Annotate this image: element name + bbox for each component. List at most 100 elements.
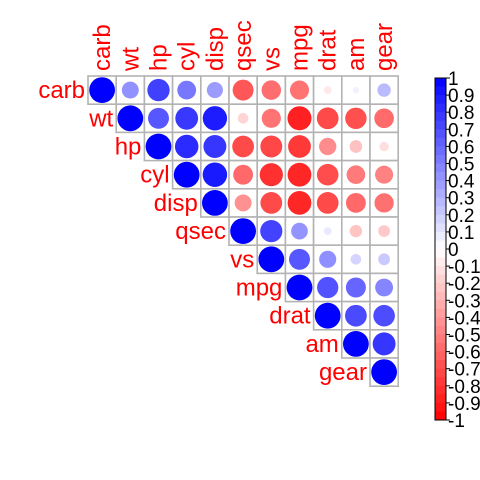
row-label-qsec: qsec [175, 218, 226, 245]
circle-carb-carb [89, 77, 115, 103]
colorbar-segment [435, 154, 446, 164]
circle-qsec-mpg [291, 222, 308, 240]
circle-vs-am [350, 253, 362, 265]
colorbar-segment [435, 274, 446, 284]
circle-disp-vs [260, 192, 283, 214]
row-label-carb: carb [38, 77, 85, 104]
col-label-disp: disp [202, 27, 229, 71]
colorbar-segment [435, 291, 446, 301]
colorbar-tick-label: 0.1 [448, 223, 474, 244]
circle-disp-qsec [234, 194, 252, 212]
circle-carb-cyl [177, 80, 197, 100]
row-label-vs: vs [230, 246, 254, 273]
circle-mpg-drat [317, 276, 339, 299]
colorbar-segment [435, 223, 446, 233]
circle-wt-hp [148, 107, 169, 129]
colorbar-segment [435, 317, 446, 327]
colorbar-segment [435, 240, 446, 250]
circle-carb-gear [377, 83, 391, 97]
colorbar-segment [435, 120, 446, 130]
colorbar-segment [435, 402, 446, 412]
colorbar-segment [435, 78, 446, 88]
col-label-vs: vs [258, 47, 285, 71]
circle-hp-mpg [288, 135, 311, 158]
colorbar-tick-label: 0 [448, 240, 459, 261]
colorbar-tick-label: -0.2 [448, 274, 480, 295]
circle-wt-disp [202, 106, 228, 131]
circle-cyl-drat [316, 163, 339, 186]
colorbar-segment [435, 189, 446, 199]
circle-cyl-vs [259, 163, 283, 187]
col-label-carb: carb [89, 24, 116, 71]
circle-am-am [343, 331, 369, 357]
colorbar-segment [435, 86, 446, 96]
row-label-hp: hp [115, 134, 142, 161]
cell-hp-gear [369, 131, 400, 162]
circle-hp-gear [379, 141, 389, 152]
circle-carb-hp [147, 78, 170, 102]
colorbar-tick-label: -0.7 [448, 360, 480, 381]
colorbar-tick-label: 0.4 [448, 172, 475, 193]
circle-disp-mpg [287, 191, 312, 215]
circle-disp-drat [316, 192, 339, 214]
colorbar-segment [435, 231, 446, 241]
circle-qsec-drat [323, 227, 332, 235]
circle-carb-disp [206, 82, 223, 99]
circle-qsec-am [349, 224, 363, 238]
colorbar-tick-label: -1 [448, 411, 465, 432]
circle-qsec-qsec [230, 218, 256, 245]
circle-wt-cyl [175, 106, 199, 130]
circle-cyl-cyl [173, 161, 200, 188]
colorbar-segment [435, 249, 446, 259]
circle-disp-gear [374, 193, 394, 213]
colorbar-group: 10.90.80.70.60.50.40.30.20.10-0.1-0.2-0.… [434, 69, 480, 432]
colorbar-segment [435, 163, 446, 173]
colorbar-segment [435, 283, 446, 293]
colorbar-tick-label: -0.9 [448, 394, 480, 415]
circle-mpg-gear [375, 278, 394, 297]
colorbar-segment [435, 300, 446, 310]
colorbar-segment [435, 351, 446, 361]
circle-carb-drat [323, 86, 332, 94]
circle-hp-drat [319, 137, 337, 156]
col-label-gear: gear [371, 23, 398, 71]
circles-group [89, 77, 397, 385]
col-label-am: am [343, 38, 370, 71]
circle-cyl-am [346, 165, 366, 185]
col-label-hp: hp [146, 44, 173, 71]
colorbar-segment [435, 343, 446, 353]
circle-wt-vs [261, 108, 281, 128]
colorbar-tick-label: -0.1 [448, 257, 480, 278]
circle-hp-qsec [232, 135, 254, 158]
colorbar-segment [435, 103, 446, 113]
colorbar-segment [435, 112, 446, 122]
colorbar-segment [435, 257, 446, 267]
circle-gear-gear [371, 359, 397, 385]
row-label-cyl: cyl [140, 162, 169, 189]
circle-wt-qsec [237, 112, 249, 124]
circle-drat-drat [314, 302, 341, 329]
circle-cyl-gear [375, 165, 394, 184]
row-label-disp: disp [154, 190, 198, 217]
colorbar-tick-label: -0.8 [448, 377, 480, 398]
colorbar-tick-label: 0.5 [448, 155, 474, 176]
circle-wt-am [345, 107, 367, 130]
colorbar-segment [435, 368, 446, 378]
row-label-wt: wt [88, 105, 113, 132]
colorbar-segment [435, 206, 446, 216]
colorbar-segment [435, 334, 446, 344]
colorbar-segment [435, 377, 446, 387]
circle-hp-hp [145, 133, 172, 160]
circle-hp-cyl [174, 134, 199, 159]
circle-vs-gear [378, 253, 391, 266]
circle-qsec-vs [260, 220, 283, 243]
colorbar-segment [435, 266, 446, 276]
circle-vs-vs [258, 246, 285, 273]
colorbar-segment [435, 325, 446, 335]
circle-disp-disp [202, 190, 228, 216]
colorbar-segment [435, 137, 446, 147]
colorbar-segment [435, 214, 446, 224]
circle-carb-mpg [289, 80, 310, 100]
